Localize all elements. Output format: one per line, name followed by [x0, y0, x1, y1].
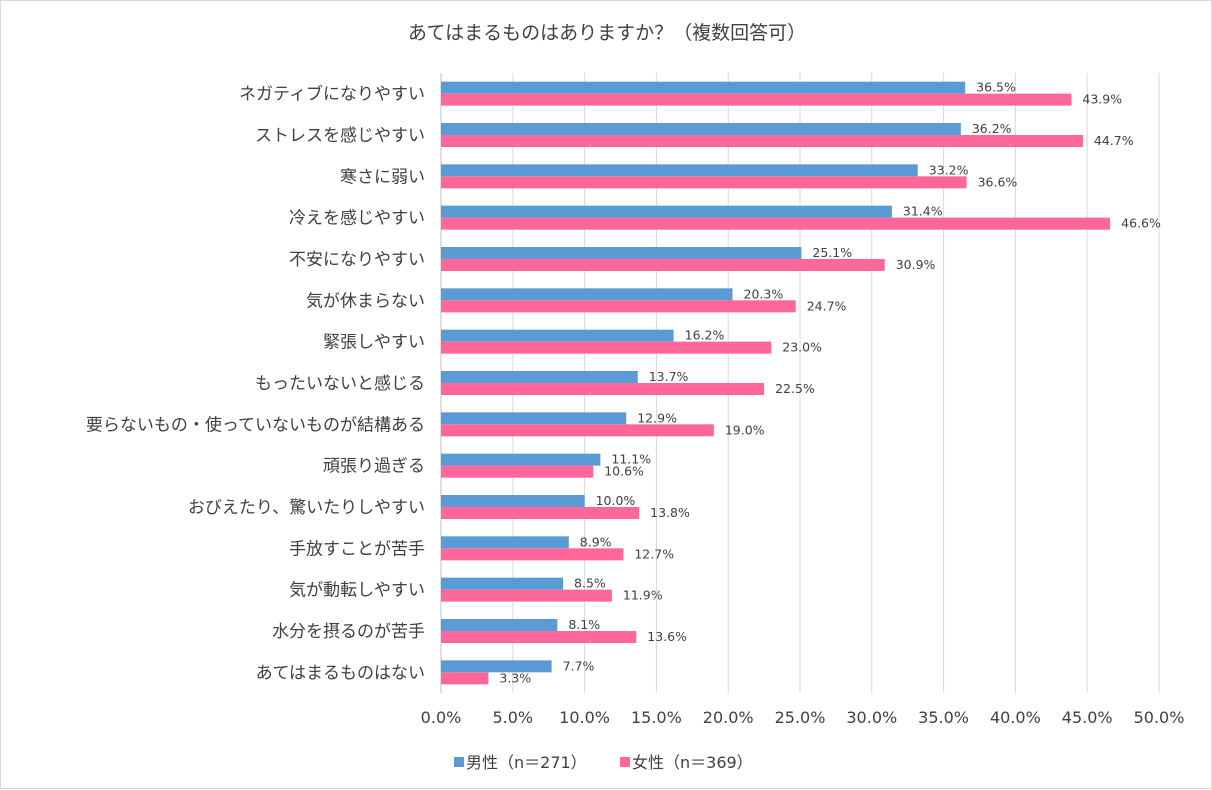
data-label-male: 36.5% [976, 80, 1016, 95]
data-label-female: 46.6% [1121, 216, 1161, 231]
category-label: ネガティブになりやすい [239, 84, 425, 105]
data-label-female: 22.5% [775, 381, 815, 396]
data-label-female: 13.6% [647, 629, 687, 644]
category-label: 気が動転しやすい [289, 581, 425, 601]
data-label-female: 30.9% [896, 257, 936, 272]
data-label-female: 11.9% [623, 588, 663, 603]
bar-female [441, 424, 714, 437]
x-tick-label: 0.0% [421, 708, 462, 727]
x-tick-label: 15.0% [631, 708, 682, 727]
bar-female [441, 217, 1111, 230]
bar-female [441, 589, 612, 602]
bar-female [441, 176, 967, 189]
category-label: 水分を摂るのが苦手 [272, 622, 425, 642]
category-label: 寒さに弱い [340, 167, 425, 187]
legend-swatch-male [454, 757, 464, 767]
bar-female [441, 300, 796, 313]
legend-label-female: 女性（n＝369） [632, 753, 753, 772]
data-label-female: 12.7% [634, 546, 674, 561]
legend: 男性（n＝271） 女性（n＝369） [454, 753, 753, 772]
x-tick-label: 50.0% [1134, 708, 1185, 727]
data-label-male: 8.5% [574, 576, 606, 591]
legend-label-male: 男性（n＝271） [466, 753, 587, 772]
bar-male [441, 412, 627, 425]
bars [441, 81, 1111, 685]
category-label: あてはまるものはない [256, 663, 425, 683]
bar-male [441, 495, 585, 507]
data-label-male: 8.1% [568, 617, 600, 632]
category-label: 不安になりやすい [289, 250, 425, 270]
data-label-male: 11.1% [611, 452, 651, 467]
data-label-male: 10.0% [596, 493, 636, 508]
x-tick-label: 5.0% [492, 708, 533, 727]
x-tick-label: 40.0% [990, 708, 1041, 727]
bar-female [441, 548, 624, 561]
bar-female [441, 93, 1072, 106]
x-axis-tick-labels: 0.0% 5.0% 10.0% 15.0% 20.0% 25.0% 30.0% 35.0% 40… [421, 708, 1185, 727]
chart-title: あてはまるものはありますか？（複数回答可） [408, 22, 806, 44]
category-label: 緊張しやすい [323, 333, 425, 353]
legend-swatch-female [620, 757, 630, 767]
bar-female [441, 341, 772, 354]
category-label: おびえたり、驚いたりしやすい [188, 498, 425, 518]
bar-male [441, 577, 564, 590]
bar-female [441, 631, 637, 643]
data-label-female: 13.8% [650, 505, 690, 520]
bar-male [441, 329, 674, 342]
x-tick-label: 30.0% [846, 708, 897, 727]
bar-male [441, 288, 733, 301]
data-label-male: 8.9% [580, 534, 612, 549]
category-labels: ネガティブになりやすいストレスを感じやすい寒さに弱い冷えを感じやすい不安になりや… [86, 84, 425, 684]
bar-female [441, 465, 594, 478]
data-label-female: 24.7% [807, 298, 847, 313]
data-label-male: 36.2% [972, 121, 1012, 136]
x-tick-label: 35.0% [918, 708, 969, 727]
data-labels: 36.5% 43.9% 36.2% 44.7% 33.2% 36.6% 31.4% 46.6%… [499, 80, 1161, 686]
category-label: 頑張り過ぎる [323, 457, 425, 477]
bar-female [441, 507, 640, 519]
x-tick-label: 25.0% [775, 708, 826, 727]
bar-female [441, 135, 1083, 147]
data-label-female: 44.7% [1094, 133, 1134, 148]
bar-male [441, 123, 961, 135]
bar-male [441, 164, 918, 177]
data-label-male: 25.1% [812, 245, 852, 260]
bar-male [441, 247, 802, 259]
bar-female [441, 383, 765, 395]
bar-female [441, 672, 489, 685]
data-label-male: 20.3% [744, 286, 784, 301]
data-label-male: 7.7% [563, 658, 595, 673]
bar-male [441, 536, 569, 549]
data-label-male: 33.2% [929, 162, 969, 177]
data-label-female: 10.6% [604, 464, 644, 479]
bar-female [441, 259, 885, 271]
data-label-female: 23.0% [782, 340, 822, 355]
category-label: 気が休まらない [306, 291, 425, 311]
data-label-male: 12.9% [637, 410, 677, 425]
data-label-male: 31.4% [903, 204, 943, 219]
bar-male [441, 453, 601, 466]
data-label-male: 16.2% [685, 328, 725, 343]
category-label: ストレスを感じやすい [255, 126, 425, 146]
x-tick-label: 10.0% [559, 708, 610, 727]
category-label: 冷えを感じやすい [289, 209, 425, 229]
category-label: 要らないもの・使っていないものが結構ある [86, 414, 425, 435]
data-label-female: 36.6% [978, 174, 1018, 189]
bar-male [441, 81, 966, 94]
data-label-female: 43.9% [1082, 92, 1122, 107]
data-label-male: 13.7% [649, 369, 689, 384]
bar-male [441, 205, 892, 218]
category-label: もったいないと感じる [255, 374, 425, 394]
bar-male [441, 371, 638, 383]
x-tick-label: 20.0% [703, 708, 754, 727]
bar-male [441, 660, 552, 673]
data-label-female: 19.0% [725, 422, 765, 437]
x-tick-label: 45.0% [1062, 708, 1113, 727]
category-label: 手放すことが苦手 [289, 539, 425, 559]
data-label-female: 3.3% [499, 670, 531, 685]
bar-male [441, 619, 558, 631]
